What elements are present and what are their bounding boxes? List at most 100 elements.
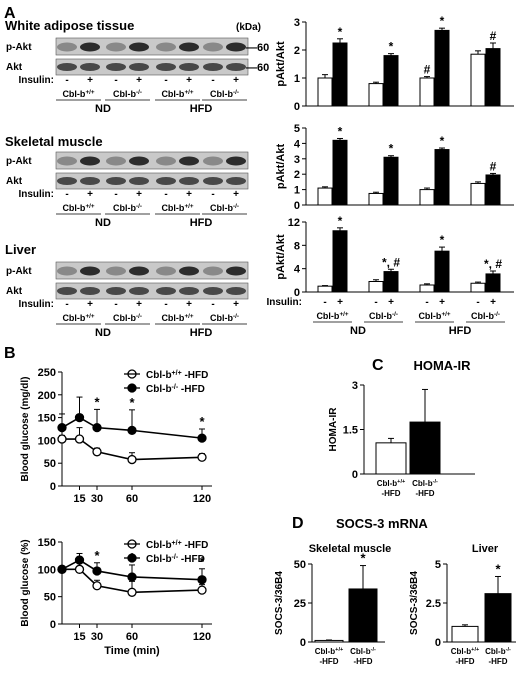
x-tick-label: 15 bbox=[73, 631, 85, 643]
band-akt bbox=[156, 287, 176, 295]
y-tick-label: 150 bbox=[38, 537, 56, 549]
blot-title-liver: Liver bbox=[5, 242, 36, 257]
insulin-label: Insulin: bbox=[266, 297, 302, 308]
significance-mark: * bbox=[440, 134, 445, 148]
bar-insulin bbox=[485, 174, 501, 206]
genotype-label: Cbl-b+/+ bbox=[161, 203, 193, 213]
bar bbox=[409, 421, 441, 475]
panel-letter-c: C bbox=[372, 357, 384, 374]
insulin-sign: + bbox=[490, 297, 496, 308]
band-pakt bbox=[106, 42, 126, 52]
y-tick-label: 5 bbox=[294, 123, 300, 135]
bar-basal bbox=[419, 77, 435, 107]
insulin-sign: + bbox=[136, 75, 142, 86]
chart-subtitle: Liver bbox=[472, 543, 499, 555]
insulin-sign: + bbox=[87, 299, 93, 310]
significance-mark: * bbox=[338, 214, 343, 228]
diet-label-nd: ND bbox=[95, 103, 111, 115]
significance-mark: *, # bbox=[382, 255, 400, 269]
diet-label-nd: ND bbox=[350, 325, 366, 337]
blot-strip-akt bbox=[55, 58, 249, 76]
insulin-sign: - bbox=[425, 297, 428, 308]
insulin-sign: + bbox=[186, 75, 192, 86]
row-label-pakt: p-Akt bbox=[6, 42, 32, 53]
genotype-label: Cbl-b-/- bbox=[210, 313, 239, 323]
y-tick-label: 0 bbox=[294, 101, 300, 113]
y-tick-label: 0 bbox=[50, 481, 56, 493]
band-pakt bbox=[106, 266, 126, 276]
blot-strip-pakt bbox=[55, 261, 249, 280]
significance-mark: * bbox=[440, 233, 445, 247]
insulin-sign: - bbox=[114, 189, 117, 200]
band-pakt bbox=[156, 42, 176, 52]
y-tick-label: 2 bbox=[294, 169, 300, 181]
y-tick-label: 2.5 bbox=[426, 598, 441, 610]
band-akt bbox=[106, 63, 126, 71]
y-tick-label: 3 bbox=[352, 380, 358, 392]
significance-mark: * bbox=[199, 554, 205, 569]
band-akt bbox=[80, 177, 100, 185]
insulin-sign: - bbox=[476, 297, 479, 308]
y-tick-label: 1 bbox=[294, 73, 300, 85]
data-point bbox=[127, 572, 137, 582]
x-tick-label: 30 bbox=[91, 631, 103, 643]
y-tick-label: 100 bbox=[38, 435, 56, 447]
kda-label: (kDa) bbox=[236, 22, 261, 33]
data-point bbox=[92, 566, 102, 576]
y-tick-label: 0 bbox=[294, 200, 300, 212]
band-akt bbox=[57, 287, 77, 295]
data-point bbox=[197, 575, 207, 585]
significance-mark: * bbox=[94, 548, 100, 563]
band-akt bbox=[226, 63, 246, 71]
genotype-label: Cbl-b+/+ bbox=[62, 89, 94, 99]
panel-d-socs3-charts: Skeletal muscle02550SOCS-3/36B4Cbl-b+/+-… bbox=[274, 543, 516, 666]
category-label: Cbl-b-/- bbox=[485, 647, 511, 656]
insulin-sign: + bbox=[233, 75, 239, 86]
chart-subtitle: Skeletal muscle bbox=[309, 543, 392, 555]
insulin-sign: + bbox=[87, 189, 93, 200]
insulin-sign: - bbox=[164, 189, 167, 200]
insulin-sign: + bbox=[186, 299, 192, 310]
x-tick-label: 15 bbox=[73, 493, 85, 505]
insulin-sign: - bbox=[114, 75, 117, 86]
band-akt bbox=[57, 177, 77, 185]
y-tick-label: 0 bbox=[352, 469, 358, 481]
diet-label-hfd: HFD bbox=[190, 327, 213, 339]
y-axis-label: pAkt/Akt bbox=[275, 144, 287, 190]
chart-D-sm: 02550SOCS-3/36B4Cbl-b+/+-HFD*Cbl-b-/--HF… bbox=[274, 551, 385, 666]
insulin-sign: + bbox=[233, 299, 239, 310]
blot-strip-pakt bbox=[55, 37, 249, 56]
data-point bbox=[127, 587, 137, 597]
y-axis-label: HOMA-IR bbox=[328, 407, 339, 452]
y-tick-label: 2 bbox=[294, 45, 300, 57]
band-pakt bbox=[203, 266, 223, 276]
bar-insulin bbox=[332, 230, 348, 293]
band-pakt bbox=[57, 42, 77, 52]
diet-label-nd: ND bbox=[95, 217, 111, 229]
bar-basal bbox=[470, 282, 486, 293]
y-axis-label: pAkt/Akt bbox=[275, 41, 287, 87]
row-label-pakt: p-Akt bbox=[6, 266, 32, 277]
panel-letter-b: B bbox=[4, 345, 16, 362]
bar-basal bbox=[368, 83, 384, 107]
band-akt bbox=[179, 177, 199, 185]
data-point bbox=[197, 585, 207, 595]
bar bbox=[314, 639, 344, 643]
band-akt bbox=[179, 63, 199, 71]
bar-basal bbox=[368, 281, 384, 293]
genotype-label: Cbl-b-/- bbox=[210, 89, 239, 99]
data-point bbox=[127, 425, 137, 436]
band-akt bbox=[57, 63, 77, 71]
genotype-label: Cbl-b+/+ bbox=[418, 311, 450, 321]
bar-insulin bbox=[434, 149, 450, 206]
y-tick-label: 12 bbox=[288, 217, 300, 229]
y-axis-label: SOCS-3/36B4 bbox=[409, 571, 420, 635]
bar-basal bbox=[317, 187, 333, 206]
blot-strip-akt bbox=[55, 282, 249, 300]
y-tick-label: 50 bbox=[44, 592, 56, 604]
band-pakt bbox=[203, 42, 223, 52]
